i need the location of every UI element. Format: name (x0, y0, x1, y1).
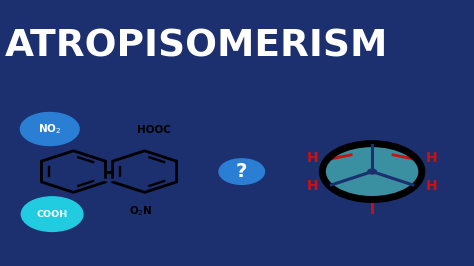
Text: ATROPISOMERISM: ATROPISOMERISM (5, 28, 388, 64)
Circle shape (21, 197, 83, 231)
Text: ?: ? (236, 162, 247, 181)
Text: H: H (307, 151, 319, 165)
Text: HOOC: HOOC (137, 125, 170, 135)
Circle shape (20, 113, 79, 146)
Text: H: H (426, 179, 438, 193)
Text: NO$_2$: NO$_2$ (38, 122, 62, 136)
Text: O$_2$N: O$_2$N (129, 205, 153, 218)
Circle shape (368, 169, 376, 174)
Circle shape (219, 159, 264, 184)
Circle shape (322, 144, 422, 200)
Text: CH$_3$: CH$_3$ (360, 217, 384, 232)
Text: H: H (307, 179, 319, 193)
Text: CH$_3$: CH$_3$ (360, 120, 384, 135)
Text: H: H (426, 151, 438, 165)
Text: COOH: COOH (36, 210, 68, 219)
